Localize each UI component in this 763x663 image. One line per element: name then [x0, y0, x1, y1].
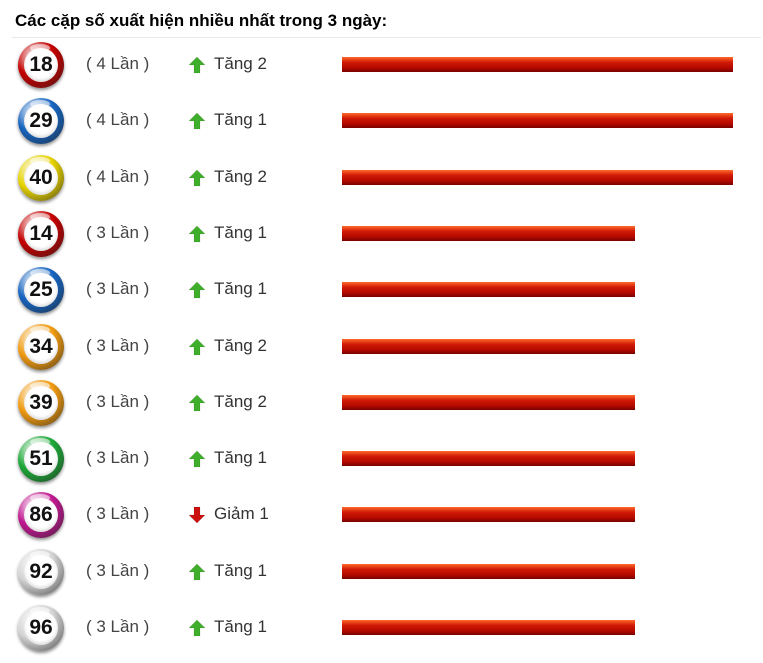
number-ball: 92 — [18, 549, 64, 595]
number-ball: 34 — [18, 324, 64, 370]
number-ball: 86 — [18, 492, 64, 538]
ball-number: 40 — [29, 166, 53, 189]
trend-label: Tăng 2 — [214, 336, 267, 355]
up-arrow-icon — [188, 225, 206, 243]
ball-number: 29 — [29, 109, 53, 132]
up-arrow-icon — [188, 112, 206, 130]
ball-number: 14 — [29, 222, 53, 245]
up-arrow-icon — [188, 281, 206, 299]
number-ball: 29 — [18, 98, 64, 144]
trend-label: Tăng 1 — [214, 617, 267, 636]
number-ball: 40 — [18, 155, 64, 201]
up-arrow-icon — [188, 169, 206, 187]
number-ball: 25 — [18, 267, 64, 313]
frequency-bar — [342, 113, 733, 128]
occurrence-count: ( 4 Lần ) — [86, 110, 150, 129]
frequency-bar — [342, 226, 635, 241]
occurrence-count: ( 3 Lần ) — [86, 336, 150, 355]
number-ball: 14 — [18, 211, 64, 257]
up-arrow-icon — [188, 338, 206, 356]
occurrence-count: ( 3 Lần ) — [86, 223, 150, 242]
trend-label: Tăng 1 — [214, 110, 267, 129]
frequency-bar — [342, 507, 635, 522]
number-ball: 51 — [18, 436, 64, 482]
ball-number: 18 — [29, 53, 53, 76]
heading-divider — [12, 37, 761, 38]
ball-number: 51 — [29, 447, 53, 470]
ball-number: 96 — [29, 616, 53, 639]
trend-label: Tăng 2 — [214, 54, 267, 73]
trend-label: Tăng 1 — [214, 561, 267, 580]
number-ball: 39 — [18, 380, 64, 426]
occurrence-count: ( 4 Lần ) — [86, 54, 150, 73]
pair-row: 14 ( 3 Lần ) Tăng 1 — [0, 210, 763, 266]
ball-number: 39 — [29, 391, 53, 414]
frequency-bar — [342, 57, 733, 72]
trend-label: Tăng 2 — [214, 392, 267, 411]
pair-row: 51 ( 3 Lần ) Tăng 1 — [0, 435, 763, 491]
ball-number: 86 — [29, 503, 53, 526]
trend-label: Tăng 1 — [214, 448, 267, 467]
panel-heading: Các cặp số xuất hiện nhiều nhất trong 3 … — [15, 11, 388, 30]
trend-label: Tăng 1 — [214, 223, 267, 242]
up-arrow-icon — [188, 394, 206, 412]
trend-label: Giảm 1 — [214, 504, 269, 523]
up-arrow-icon — [188, 563, 206, 581]
pair-row: 92 ( 3 Lần ) Tăng 1 — [0, 548, 763, 604]
occurrence-count: ( 3 Lần ) — [86, 504, 150, 523]
trend-label: Tăng 1 — [214, 279, 267, 298]
frequency-bar — [342, 620, 635, 635]
frequency-bar — [342, 564, 635, 579]
pair-row: 40 ( 4 Lần ) Tăng 2 — [0, 154, 763, 210]
up-arrow-icon — [188, 56, 206, 74]
pair-row: 25 ( 3 Lần ) Tăng 1 — [0, 266, 763, 322]
ball-number: 25 — [29, 278, 53, 301]
pair-row: 18 ( 4 Lần ) Tăng 2 — [0, 41, 763, 97]
ball-number: 92 — [29, 560, 53, 583]
occurrence-count: ( 3 Lần ) — [86, 448, 150, 467]
number-ball: 96 — [18, 605, 64, 651]
down-arrow-icon — [188, 506, 206, 524]
occurrence-count: ( 3 Lần ) — [86, 392, 150, 411]
number-ball: 18 — [18, 42, 64, 88]
up-arrow-icon — [188, 619, 206, 637]
frequency-bar — [342, 451, 635, 466]
occurrence-count: ( 3 Lần ) — [86, 279, 150, 298]
trend-label: Tăng 2 — [214, 167, 267, 186]
pair-row: 34 ( 3 Lần ) Tăng 2 — [0, 323, 763, 379]
pair-row: 96 ( 3 Lần ) Tăng 1 — [0, 604, 763, 660]
occurrence-count: ( 3 Lần ) — [86, 617, 150, 636]
pair-row: 39 ( 3 Lần ) Tăng 2 — [0, 379, 763, 435]
frequency-bar — [342, 170, 733, 185]
frequency-bar — [342, 282, 635, 297]
frequency-bar — [342, 339, 635, 354]
occurrence-count: ( 4 Lần ) — [86, 167, 150, 186]
pair-row: 86 ( 3 Lần ) Giảm 1 — [0, 491, 763, 547]
ball-number: 34 — [29, 335, 53, 358]
occurrence-count: ( 3 Lần ) — [86, 561, 150, 580]
pair-row: 29 ( 4 Lần ) Tăng 1 — [0, 97, 763, 153]
frequency-bar — [342, 395, 635, 410]
up-arrow-icon — [188, 450, 206, 468]
